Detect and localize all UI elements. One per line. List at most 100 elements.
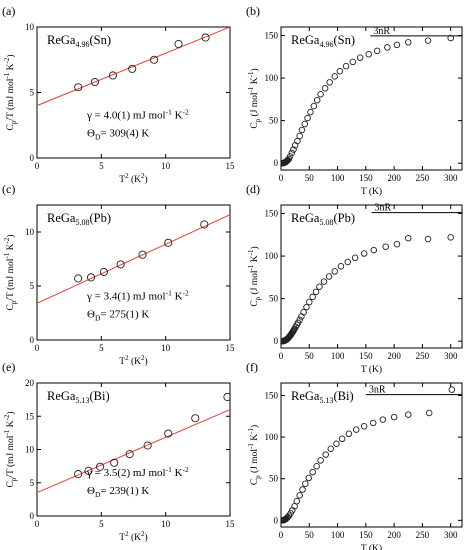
data-point (128, 64, 137, 73)
data-point (384, 44, 391, 51)
gamma-annotation: γ = 3.5(2) mJ mol-1 K-2 (86, 465, 189, 479)
sample-name: ReGa4.96(Sn) (47, 33, 111, 49)
data-point (333, 440, 340, 448)
data-point (349, 58, 357, 66)
data-point (317, 90, 324, 98)
y-axis-label: Cp/T (mJ mol-1 K-2) (3, 234, 18, 310)
data-point (309, 468, 316, 476)
axes-frame (280, 204, 463, 349)
x-tick-label: 150 (359, 351, 373, 361)
debye-temperature-annotation: ΘD= 309(4) K (87, 128, 149, 142)
dulong-petit-label: 3nR (373, 26, 390, 37)
data-point (307, 108, 314, 116)
x-tick-label: 5 (99, 161, 104, 171)
y-tick-label: 50 (269, 474, 279, 484)
data-point (360, 423, 368, 430)
data-point (370, 246, 378, 254)
data-point (393, 240, 401, 248)
x-tick-label: 10 (161, 519, 171, 529)
data-point (201, 33, 210, 42)
panel-label: (d) (246, 182, 260, 196)
data-point (300, 309, 307, 316)
panel-label: (a) (2, 4, 15, 18)
data-point (322, 451, 329, 458)
data-point (288, 149, 295, 157)
data-point (296, 316, 303, 324)
x-tick-label: 250 (416, 351, 430, 361)
x-tick-label: 50 (305, 351, 315, 361)
data-point (200, 220, 209, 229)
y-tick-label: 100 (265, 251, 279, 261)
y-axis-label: Cp (J mol-1 K-1) (247, 68, 262, 128)
data-point (351, 254, 359, 262)
data-point (303, 303, 310, 311)
x-tick-label: 150 (359, 173, 373, 183)
gamma-annotation: γ = 3.4(1) mJ mol-1 K-2 (86, 289, 189, 303)
panel-d: 0 50 100 150 200 250 300 0 50 100 150 (d) ReGa5.08(P… (246, 182, 463, 375)
x-tick-label: 0 (35, 161, 40, 171)
data-point (298, 126, 306, 134)
data-point (299, 486, 306, 493)
plot-area (281, 34, 462, 167)
y-tick-label: 10 (25, 227, 35, 237)
y-tick-label: 10 (25, 22, 35, 32)
data-point (86, 273, 96, 282)
sample-name: ReGa5.13(Bi) (47, 389, 110, 405)
plot-area (281, 386, 462, 524)
data-point (110, 458, 119, 467)
data-point (108, 71, 117, 80)
data-point (283, 157, 290, 165)
panel-c: 0 5 10 15 0 5 10 (c) ReGa5.08(Pb) T2 (K2) Cp/T (mJ… (2, 182, 235, 367)
data-point (313, 96, 321, 104)
data-point (150, 55, 159, 64)
panel-label: (b) (246, 4, 260, 18)
data-point (320, 278, 328, 285)
panel-label: (e) (2, 360, 15, 374)
data-point (302, 480, 309, 487)
y-tick-label: 20 (25, 378, 35, 388)
x-tick-label: 250 (416, 173, 430, 183)
plot-area (281, 212, 462, 345)
data-point (405, 234, 412, 242)
data-point (382, 243, 389, 250)
data-point (360, 250, 368, 257)
x-tick-label: 0 (35, 343, 40, 353)
data-point (327, 445, 335, 453)
data-point (316, 283, 323, 290)
panel-e: 0 5 10 15 0 5 10 15 20 (e) ReGa5.13(Bi) T2 (K2) Cp/T… (2, 360, 235, 543)
panel-label: (c) (2, 182, 15, 196)
dulong-petit-label: 3nR (375, 203, 392, 214)
x-axis-label: T (K) (361, 186, 382, 197)
x-tick-label: 0 (279, 530, 284, 540)
data-point (373, 47, 381, 55)
data-point (309, 293, 316, 301)
data-point (313, 462, 320, 470)
x-tick-label: 200 (387, 530, 401, 540)
x-tick-label: 0 (35, 519, 40, 529)
x-axis-label: T2 (K2) (119, 172, 147, 185)
x-tick-label: 0 (279, 173, 284, 183)
y-tick-label: 0 (30, 335, 35, 345)
data-point (138, 250, 147, 259)
data-point (356, 54, 364, 61)
x-tick-label: 15 (226, 161, 236, 171)
y-tick-label: 5 (30, 88, 35, 98)
sample-name: ReGa5.08(Pb) (47, 211, 111, 227)
data-point (317, 457, 324, 464)
data-point (342, 62, 350, 70)
debye-temperature-annotation: ΘD= 239(1) K (87, 485, 149, 499)
data-point (331, 268, 338, 275)
x-tick-label: 5 (99, 519, 104, 529)
x-tick-label: 200 (387, 173, 401, 183)
data-point (99, 267, 108, 277)
panel-a: 0 5 10 15 0 5 10 (a) ReGa4.96(Sn) T2 (K2) Cp/T (mJ… (2, 4, 235, 185)
y-tick-label: 10 (25, 445, 35, 455)
x-tick-label: 200 (387, 351, 401, 361)
x-tick-label: 10 (161, 161, 171, 171)
data-point (290, 146, 297, 153)
data-point (338, 435, 346, 443)
data-point (326, 79, 333, 86)
panel-b: 0 50 100 150 200 250 300 0 50 100 150 (b) ReGa4.96(S… (246, 4, 463, 197)
sample-name: ReGa5.08(Pb) (291, 211, 355, 227)
linear-fit-line (37, 27, 230, 107)
